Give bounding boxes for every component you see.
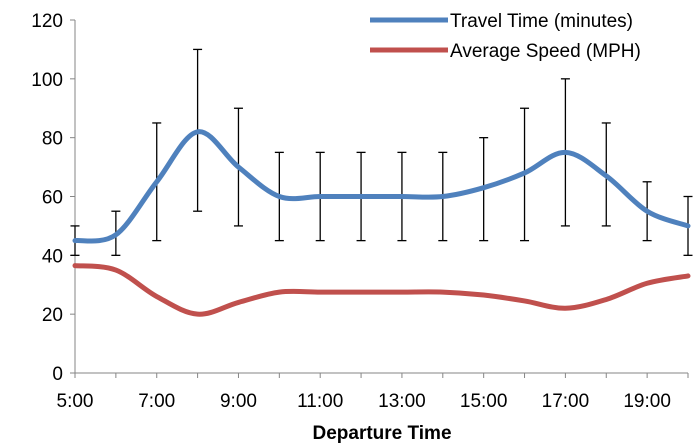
x-tick-label: 15:00 (460, 391, 508, 412)
x-tick-label: 17:00 (542, 391, 590, 412)
series-line-average-speed (72, 263, 691, 317)
x-tick-label: 5:00 (57, 391, 94, 412)
axes (70, 19, 689, 378)
x-axis-title: Departure Time (312, 423, 451, 444)
y-tick-label: 40 (42, 246, 63, 267)
y-tick-labels: 0 20 40 60 80 100 120 (31, 11, 63, 385)
x-tick-label: 7:00 (138, 391, 175, 412)
x-tick-labels: 5:00 7:00 9:00 11:00 13:00 15:00 17:00 19:00 (57, 391, 671, 412)
y-tick-label: 20 (42, 305, 63, 326)
x-tick-label: 9:00 (220, 391, 257, 412)
x-tick-label: 13:00 (378, 391, 426, 412)
legend-item: Average Speed (MPH) (370, 41, 641, 62)
legend-label: Average Speed (MPH) (450, 41, 641, 62)
series-line-travel-time (72, 129, 691, 244)
y-tick-label: 0 (52, 364, 63, 385)
y-tick-label: 60 (42, 188, 63, 209)
legend: Travel Time (minutes) Average Speed (MPH) (370, 11, 641, 62)
y-tick-label: 100 (31, 70, 63, 91)
legend-label: Travel Time (minutes) (450, 11, 633, 32)
legend-item: Travel Time (minutes) (370, 11, 633, 32)
x-tick-label: 11:00 (297, 391, 343, 412)
series-lines (72, 129, 691, 317)
error-bars (70, 48, 693, 256)
y-tick-label: 80 (42, 129, 63, 150)
y-tick-label: 120 (31, 11, 63, 32)
x-tick-label: 19:00 (623, 391, 671, 412)
